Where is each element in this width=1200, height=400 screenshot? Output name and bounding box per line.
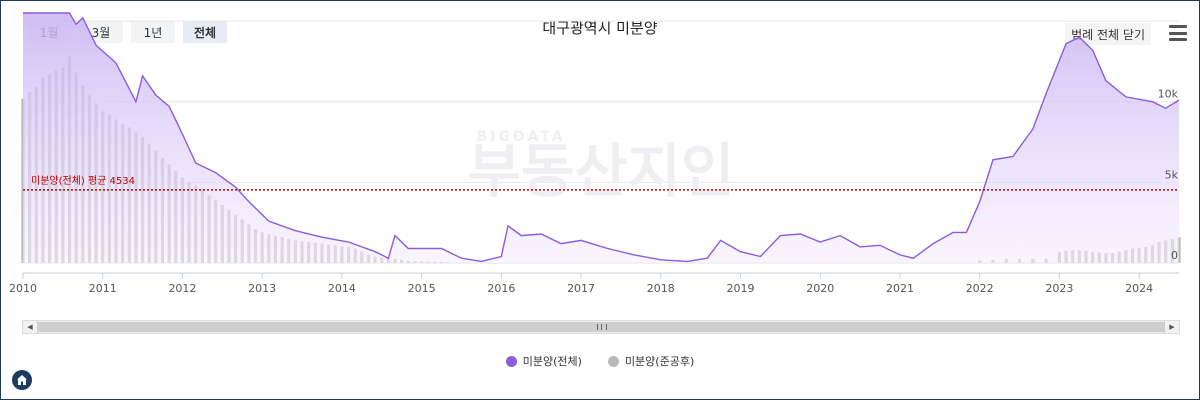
legend-label-total: 미분양(전체) bbox=[522, 355, 582, 368]
legend-dot-total-icon bbox=[505, 355, 517, 367]
range-button-1y[interactable]: 1년 bbox=[131, 21, 175, 43]
scroll-grip-icon[interactable] bbox=[597, 324, 607, 330]
legend-dot-completed-icon bbox=[607, 355, 619, 367]
x-tick-label: 2015 bbox=[408, 282, 436, 295]
watermark: BIGDATA 부동산지인 bbox=[468, 129, 735, 205]
x-tick-label: 2021 bbox=[886, 282, 914, 295]
legend-item-completed[interactable]: 미분양(준공후) bbox=[607, 353, 695, 369]
x-tick-label: 2018 bbox=[647, 282, 675, 295]
watermark-small-text: BIGDATA bbox=[476, 129, 565, 145]
legend-close-all-button[interactable]: 범례 전체 닫기 bbox=[1065, 23, 1151, 45]
x-tick-label: 2022 bbox=[966, 282, 994, 295]
y-tick-label: 10k bbox=[1158, 88, 1179, 101]
y-tick-label: 5k bbox=[1165, 168, 1179, 181]
legend-label-completed: 미분양(준공후) bbox=[624, 355, 695, 368]
average-label: 미분양(전체) 평균 4534 bbox=[31, 175, 135, 187]
x-tick-label: 2010 bbox=[9, 282, 37, 295]
chart-plot-area: BIGDATA 부동산지인 미분양(전체) 평균 4534 0 5k 10k 2010… bbox=[9, 12, 1181, 295]
range-button-all[interactable]: 전체 bbox=[183, 21, 227, 43]
hamburger-icon[interactable] bbox=[1169, 25, 1187, 41]
watermark-main-text: 부동산지인 bbox=[468, 137, 735, 205]
area-fill-total bbox=[23, 13, 1179, 263]
line-total bbox=[23, 12, 1180, 263]
legend-item-total[interactable]: 미분양(전체) bbox=[505, 353, 582, 369]
chart-scrollbar[interactable]: ◀ ▶ bbox=[22, 320, 1180, 334]
x-tick-label: 2023 bbox=[1045, 282, 1073, 295]
scroll-right-arrow-icon[interactable]: ▶ bbox=[1164, 321, 1179, 333]
x-tick-label: 2013 bbox=[248, 282, 276, 295]
x-tick-label: 2014 bbox=[328, 282, 356, 295]
x-tick-label: 2011 bbox=[89, 282, 117, 295]
x-tick-label: 2017 bbox=[567, 282, 595, 295]
chart-legend: 미분양(전체) 미분양(준공후) bbox=[1, 353, 1199, 369]
chart-title: 대구광역시 미분양 bbox=[542, 19, 658, 37]
home-icon[interactable] bbox=[12, 370, 32, 390]
x-tick-label: 2012 bbox=[168, 282, 196, 295]
y-tick-label: 0 bbox=[1171, 249, 1178, 262]
x-tick-label: 2020 bbox=[806, 282, 834, 295]
x-tick-label: 2024 bbox=[1125, 282, 1153, 295]
x-tick-label: 2019 bbox=[727, 282, 755, 295]
scroll-thumb[interactable] bbox=[37, 322, 1165, 332]
x-tick-label: 2016 bbox=[487, 282, 515, 295]
scroll-left-arrow-icon[interactable]: ◀ bbox=[23, 321, 38, 333]
